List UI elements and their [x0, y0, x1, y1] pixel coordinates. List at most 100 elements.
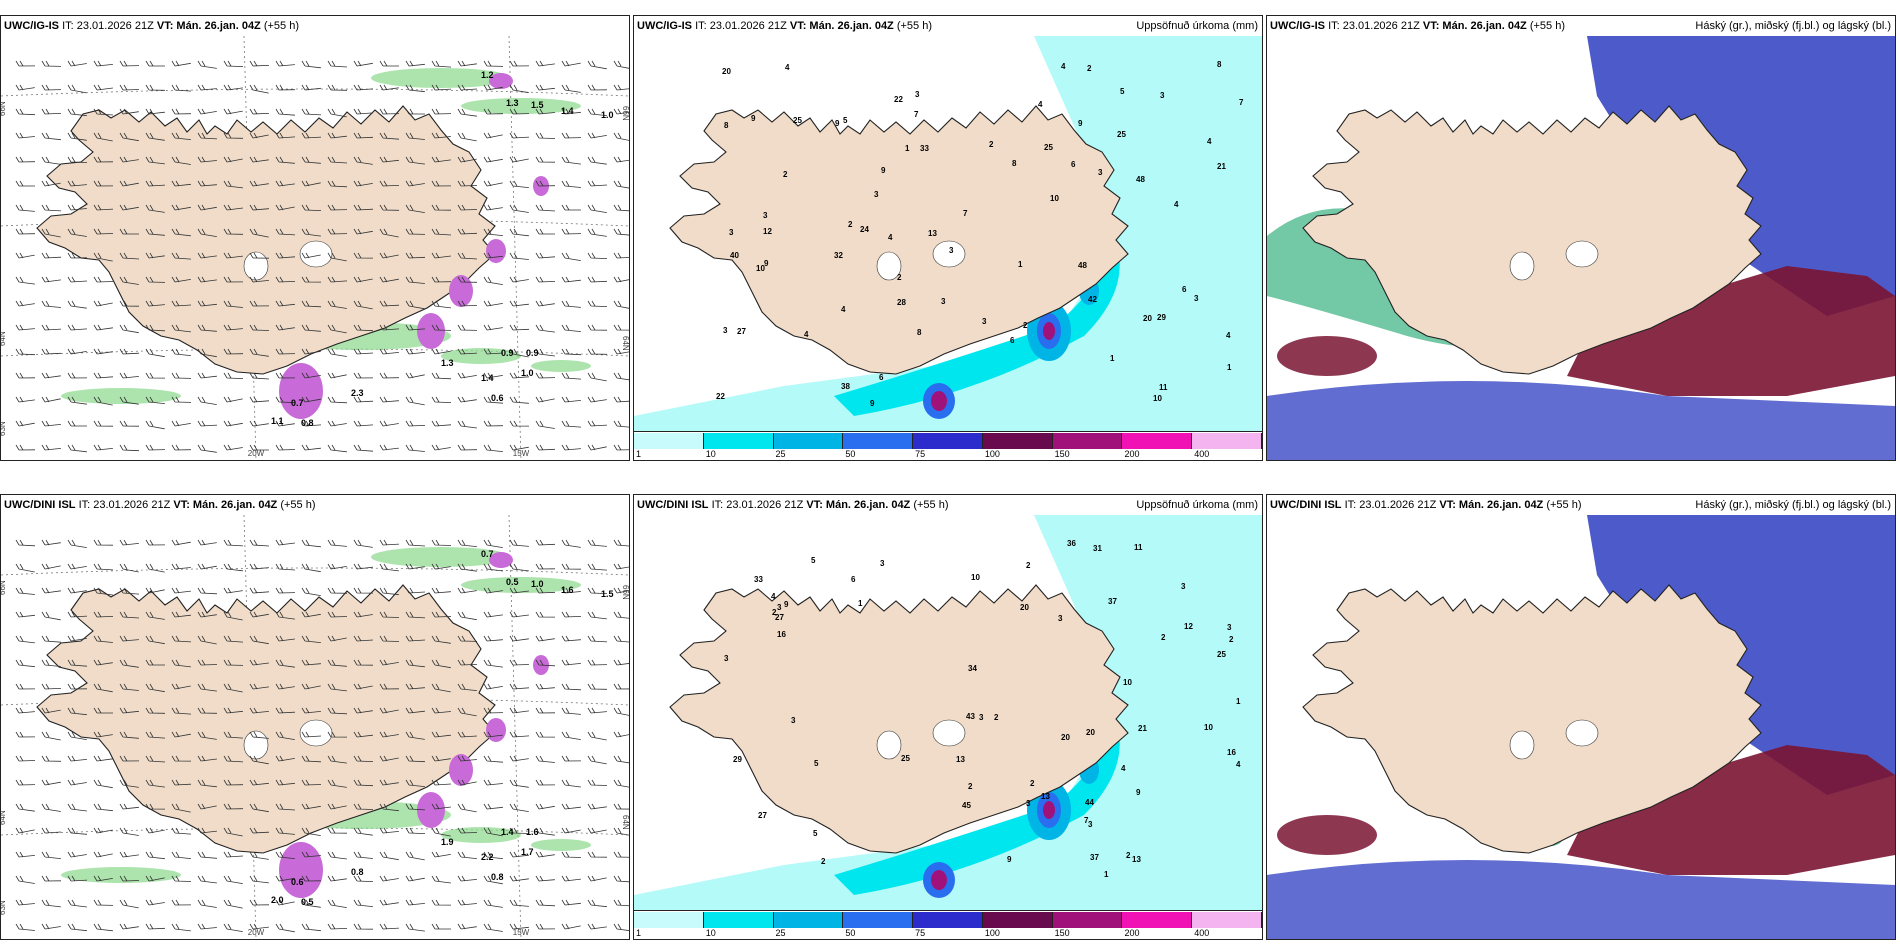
wind-barb — [41, 731, 61, 741]
colorbar-swatch — [1192, 912, 1262, 928]
wind-barb — [223, 875, 243, 884]
wind-barb — [327, 779, 347, 788]
wind-barb — [405, 563, 425, 570]
wind-barb — [613, 611, 629, 619]
wind-barb — [587, 875, 607, 882]
wind-barb — [15, 60, 36, 67]
wind-barb — [41, 324, 62, 331]
wind-barb — [223, 348, 244, 355]
wind-barb — [613, 851, 629, 858]
wind-barb — [223, 372, 244, 379]
cloud-map-canvas — [1267, 36, 1895, 460]
colorbar-label: 1 — [636, 928, 642, 938]
wind-barb — [587, 300, 608, 307]
wind-barb — [431, 444, 451, 451]
wind-barb — [145, 60, 165, 67]
wind-barb — [483, 923, 503, 932]
wind-barb — [587, 803, 607, 810]
low-cloud — [1567, 266, 1895, 396]
iceland-landmass — [1302, 584, 1762, 854]
precip-value: 9 — [751, 114, 756, 123]
wind-barb — [535, 659, 556, 667]
wind-barb — [145, 156, 165, 165]
wind-barb — [509, 84, 529, 94]
wind-barb — [15, 683, 36, 690]
wind-barb — [15, 611, 35, 618]
precip-value: 9 — [764, 259, 769, 268]
wind-barb — [535, 539, 556, 546]
colorbar-label: 25 — [775, 449, 786, 459]
wind-barb — [41, 827, 62, 834]
wind-barb — [249, 827, 270, 834]
wind-barb — [171, 444, 192, 451]
wind-barb — [275, 180, 295, 187]
wind-barb — [327, 60, 348, 68]
wind-barb — [171, 539, 191, 546]
glacier-outline — [1509, 730, 1535, 760]
wind-barb — [353, 108, 374, 115]
wind-barb — [249, 707, 269, 714]
wind-barb — [119, 563, 139, 573]
wind-barb — [509, 348, 529, 358]
wind-barb — [379, 587, 399, 596]
wind-barb — [171, 420, 191, 427]
wind-barb — [249, 539, 270, 547]
wind-barb — [587, 180, 608, 187]
wind-barb — [353, 276, 373, 283]
wind-barb — [379, 875, 399, 882]
wind-barb — [197, 635, 217, 645]
wind-barb — [457, 731, 478, 738]
wind-value: 1.3 — [506, 98, 519, 108]
wind-barb — [561, 420, 582, 428]
wind-barb — [171, 611, 191, 618]
wind-barb — [613, 300, 629, 309]
wind-barb — [535, 156, 556, 163]
colorbar-swatch — [1052, 433, 1123, 449]
wind-barb — [145, 875, 165, 882]
wind-barb — [405, 324, 426, 331]
wind-barb — [431, 60, 452, 68]
panel-header: UWC/IG-IS IT: 23.01.2026 21Z VT: Mán. 26… — [1, 16, 629, 36]
wind-barb — [67, 276, 88, 283]
wind-barb — [15, 252, 35, 259]
precip-value: 4 — [888, 233, 893, 242]
wind-barb — [405, 300, 425, 310]
init-time: IT: 23.01.2026 21Z — [78, 499, 171, 511]
panel-header: UWC/IG-IS IT: 23.01.2026 21Z VT: Mán. 26… — [634, 16, 1262, 36]
wind-barb — [41, 348, 62, 355]
precip-value: 27 — [775, 613, 784, 622]
wind-value: 1.0 — [601, 110, 614, 120]
wind-barbs — [15, 539, 629, 933]
wind-barb — [613, 276, 629, 283]
wind-barb — [119, 611, 140, 619]
precip-blob — [279, 363, 323, 419]
precip-blob — [489, 73, 513, 89]
wind-barb — [171, 60, 191, 67]
wind-barb — [431, 252, 451, 259]
wind-barb — [535, 899, 556, 907]
wind-barb — [275, 444, 296, 451]
wind-barb — [249, 444, 269, 451]
wind-value: 1.1 — [271, 416, 284, 426]
wind-barb — [353, 731, 373, 738]
precip-map-canvas: 3333354433484123322225384103414892032421… — [634, 36, 1262, 460]
wind-barb — [431, 899, 452, 906]
precip-value: 8 — [1217, 60, 1222, 69]
wind-barb — [119, 923, 139, 930]
wind-value: 1.4 — [501, 827, 514, 837]
model-name: UWC/IG-IS — [637, 20, 692, 32]
axis-labels: 66N 64N 63N 66N 64N 20W 15W — [1, 101, 629, 458]
wind-barb — [301, 84, 321, 91]
wind-barb — [171, 755, 192, 762]
wind-barb — [587, 923, 607, 930]
wind-barb — [587, 204, 607, 213]
wind-barb — [119, 420, 140, 427]
wind-barb — [613, 60, 629, 69]
wind-barb — [561, 300, 581, 308]
wind-shade — [531, 839, 591, 851]
precip-value: 7 — [914, 110, 919, 119]
wind-barb — [509, 731, 530, 738]
wind-barb — [483, 444, 503, 452]
wind-barb — [119, 803, 139, 810]
lead-time: (+55 h) — [913, 499, 949, 511]
